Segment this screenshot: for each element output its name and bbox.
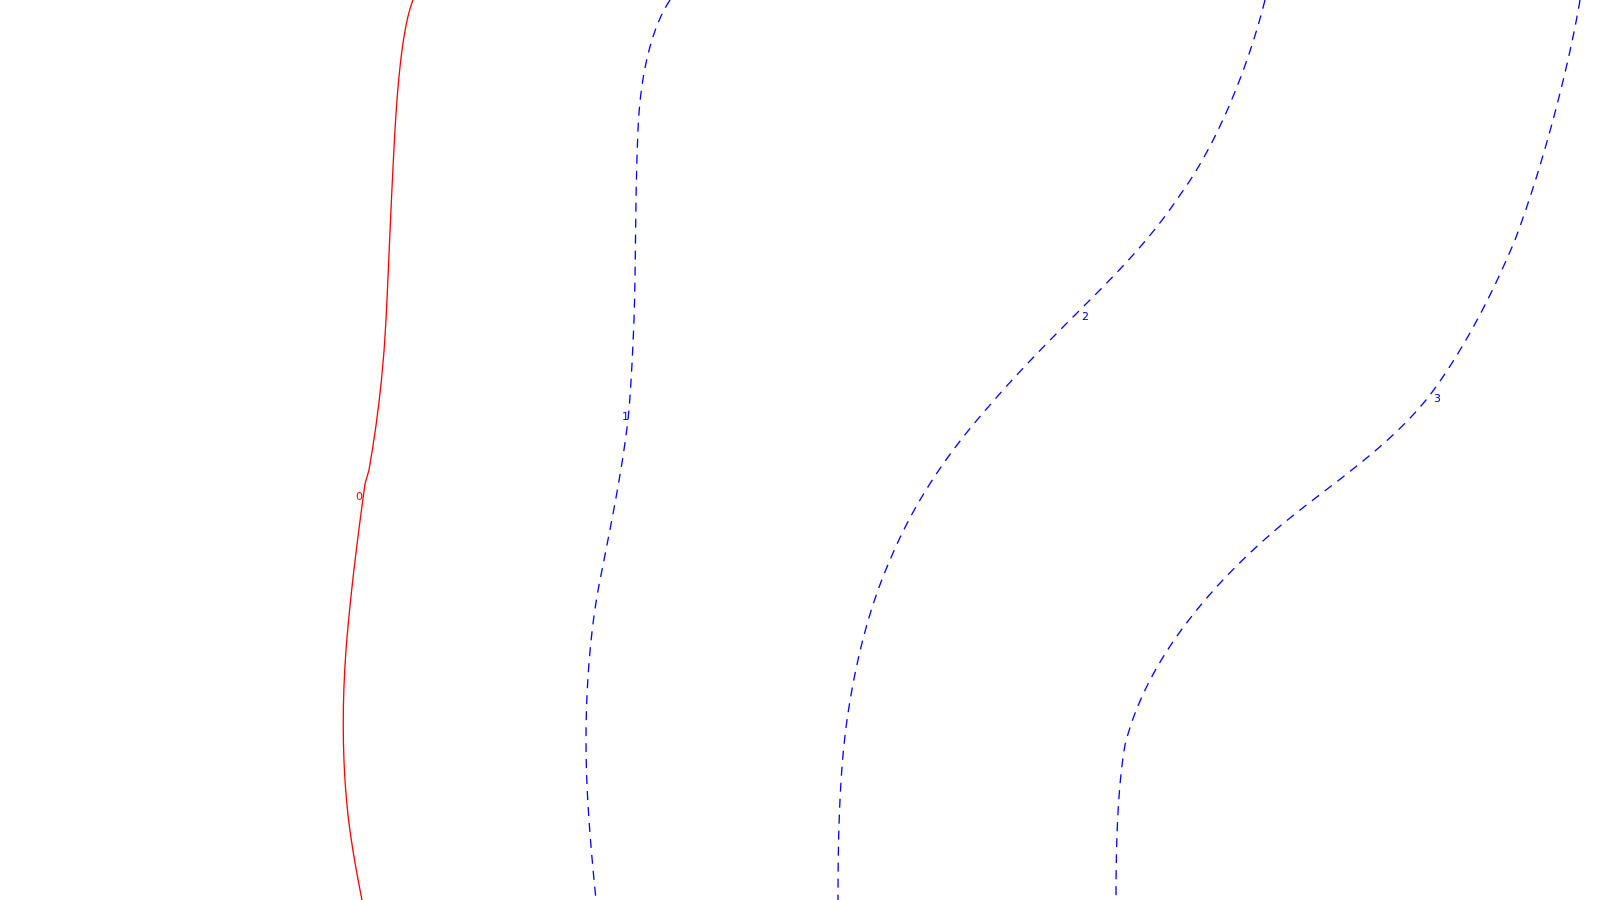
contour-line-2 bbox=[837, 0, 1266, 900]
contour-label-2: 2 bbox=[1082, 310, 1089, 323]
contour-label-3: 3 bbox=[1434, 392, 1441, 405]
contour-label-1: 1 bbox=[622, 410, 629, 423]
contour-line-0 bbox=[342, 0, 414, 900]
contour-line-1 bbox=[585, 0, 671, 900]
contour-line-3 bbox=[1115, 0, 1581, 900]
contour-label-0: 0 bbox=[356, 490, 363, 503]
